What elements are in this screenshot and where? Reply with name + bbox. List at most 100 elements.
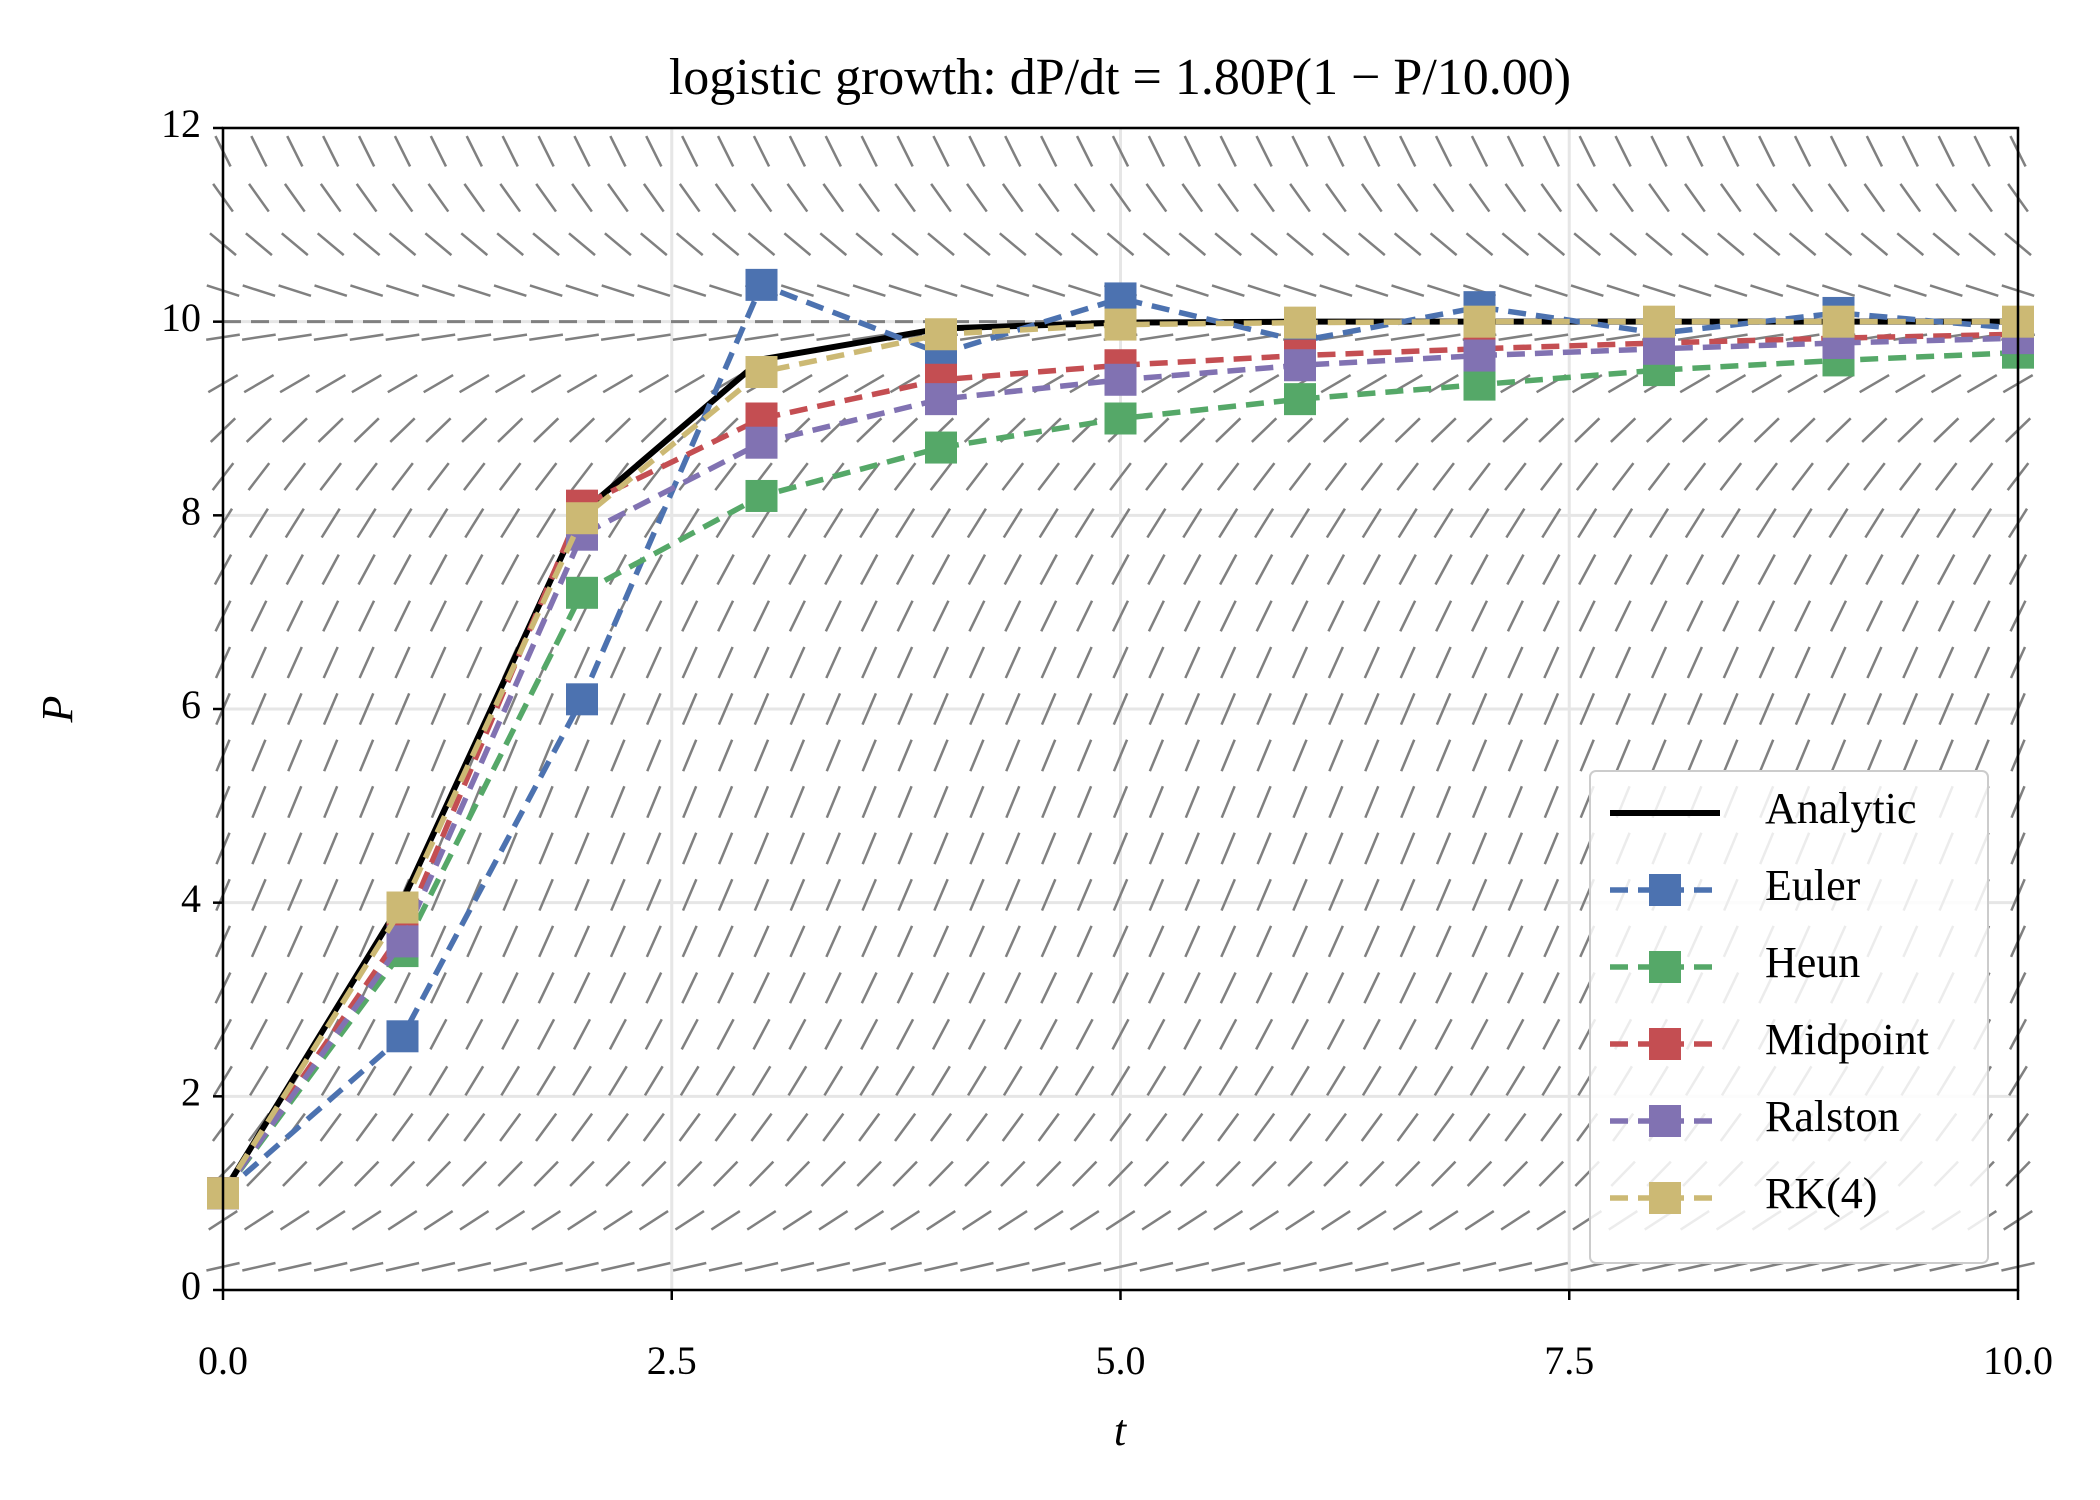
marker bbox=[1643, 305, 1675, 338]
slope-dash bbox=[1324, 1112, 1347, 1142]
slope-dash bbox=[714, 1112, 737, 1142]
slope-dash bbox=[1542, 600, 1560, 632]
marker bbox=[386, 1020, 419, 1053]
slope-dash bbox=[1324, 462, 1348, 491]
slope-dash bbox=[1541, 508, 1562, 539]
slope-dash bbox=[861, 739, 877, 772]
slope-dash bbox=[1823, 374, 1854, 394]
slope-dash bbox=[1716, 232, 1745, 257]
slope-dash bbox=[427, 1112, 450, 1142]
slope-dash bbox=[466, 878, 483, 912]
slope-dash bbox=[1184, 832, 1200, 865]
slope-dash bbox=[1786, 284, 1820, 298]
slope-dash bbox=[1292, 878, 1308, 912]
slope-dash bbox=[682, 785, 698, 819]
slope-dash bbox=[283, 183, 306, 213]
slope-dash bbox=[247, 462, 271, 491]
marker bbox=[925, 383, 957, 416]
slope-dash bbox=[780, 333, 815, 341]
slope-dash bbox=[897, 692, 913, 726]
slope-dash bbox=[681, 135, 699, 168]
slope-dash bbox=[1001, 462, 1025, 491]
slope-dash bbox=[787, 508, 808, 539]
slope-dash bbox=[322, 135, 340, 168]
slope-dash bbox=[1076, 785, 1093, 819]
slope-dash bbox=[1938, 646, 1955, 679]
slope-dash bbox=[498, 462, 522, 491]
slope-dash bbox=[529, 1261, 563, 1272]
slope-dash bbox=[714, 462, 737, 491]
slope-dash bbox=[1327, 135, 1345, 168]
slope-dash bbox=[249, 1018, 268, 1050]
slope-dash bbox=[673, 284, 707, 298]
slope-dash bbox=[931, 1065, 951, 1097]
slope-dash bbox=[1973, 135, 1991, 168]
slope-dash bbox=[1214, 232, 1243, 257]
slope-dash bbox=[889, 374, 921, 394]
slope-dash bbox=[642, 183, 665, 213]
slope-dash bbox=[1139, 1261, 1174, 1272]
slope-dash bbox=[645, 600, 663, 632]
slope-dash bbox=[1534, 284, 1568, 298]
marker bbox=[745, 268, 778, 301]
slope-dash bbox=[1611, 462, 1635, 491]
slope-dash bbox=[891, 232, 919, 257]
slope-dash bbox=[861, 692, 878, 726]
slope-dash bbox=[674, 374, 706, 394]
slope-dash bbox=[674, 1209, 705, 1231]
slope-dash bbox=[391, 183, 414, 213]
slope-dash bbox=[601, 284, 635, 298]
slope-dash bbox=[537, 972, 555, 1004]
slope-dash bbox=[1038, 508, 1059, 539]
slope-dash bbox=[1356, 1209, 1387, 1231]
slope-dash bbox=[646, 785, 662, 819]
slope-dash bbox=[248, 183, 270, 213]
slope-dash bbox=[358, 739, 375, 772]
slope-dash bbox=[1071, 1160, 1098, 1187]
slope-dash bbox=[423, 374, 454, 394]
slope-dash bbox=[1399, 646, 1416, 679]
slope-dash bbox=[430, 925, 447, 958]
slope-dash bbox=[457, 284, 491, 298]
slope-dash bbox=[286, 135, 304, 168]
slope-dash bbox=[1068, 284, 1102, 298]
slope-dash bbox=[466, 832, 482, 865]
slope-dash bbox=[1255, 135, 1273, 168]
slope-dash bbox=[1363, 646, 1380, 679]
slope-dash bbox=[1107, 1160, 1134, 1187]
slope-dash bbox=[458, 374, 490, 394]
legend-label: Ralston bbox=[1765, 1092, 1899, 1141]
slope-dash bbox=[1973, 646, 1991, 679]
slope-dash bbox=[1397, 1065, 1418, 1097]
slope-dash bbox=[1723, 739, 1739, 772]
slope-dash bbox=[717, 692, 734, 726]
slope-dash bbox=[430, 739, 447, 772]
slope-dash bbox=[1040, 972, 1058, 1004]
slope-dash bbox=[1326, 1018, 1345, 1050]
slope-dash bbox=[753, 832, 770, 865]
slope-dash bbox=[1291, 972, 1309, 1004]
slope-dash bbox=[1256, 692, 1272, 726]
slope-dash bbox=[1794, 646, 1811, 679]
slope-dash bbox=[681, 600, 699, 632]
slope-dash bbox=[457, 333, 492, 341]
slope-dash bbox=[1866, 739, 1883, 772]
legend-marker bbox=[1649, 951, 1681, 983]
slope-dash bbox=[466, 646, 483, 679]
slope-dash bbox=[751, 508, 772, 539]
slope-dash bbox=[1002, 1065, 1023, 1097]
slope-dash bbox=[574, 878, 590, 912]
slope-dash bbox=[427, 183, 450, 213]
slope-dash bbox=[960, 284, 994, 298]
slope-dash bbox=[1863, 183, 1886, 213]
slope-dash bbox=[1866, 646, 1883, 679]
slope-dash bbox=[1067, 1261, 1102, 1272]
slope-dash bbox=[1606, 284, 1640, 298]
legend-marker bbox=[1649, 1182, 1681, 1214]
slope-dash bbox=[969, 832, 985, 865]
slope-dash bbox=[1935, 183, 1958, 213]
slope-dash bbox=[966, 1065, 987, 1097]
slope-dash bbox=[854, 1209, 885, 1231]
slope-dash bbox=[1147, 972, 1165, 1004]
slope-dash bbox=[1827, 183, 1850, 213]
